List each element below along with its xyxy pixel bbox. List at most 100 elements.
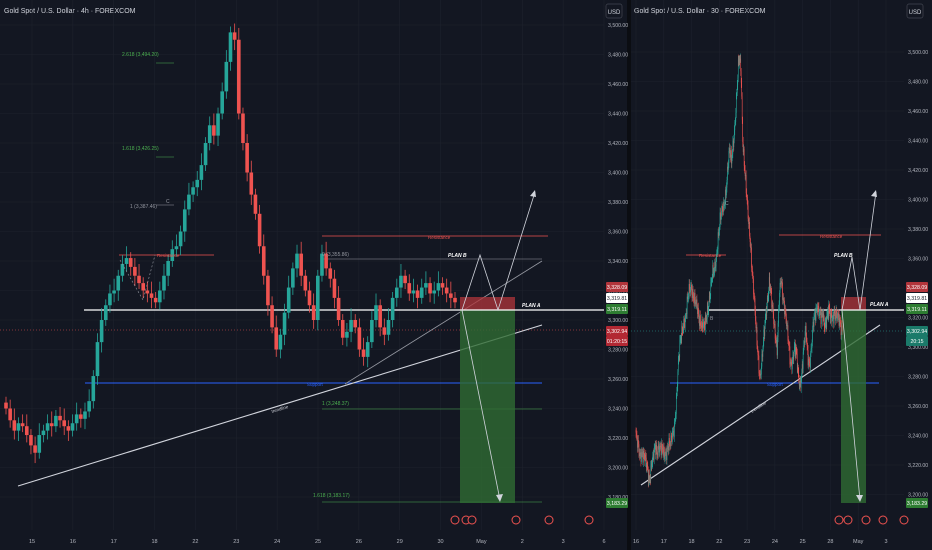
candle-body [721,205,723,211]
candle-body [824,318,825,327]
candle-body [794,343,796,348]
right-event-icons[interactable] [834,515,909,525]
candle-body [781,280,782,284]
candle-body [357,327,362,350]
candle-body [675,417,676,422]
candle-body [761,354,763,367]
flag-icon-right-b[interactable] [861,515,871,525]
candle-body [825,320,827,323]
candle-body [636,432,637,436]
left-chart-panel[interactable]: Gold Spot / U.S. Dollar · 4h · FOREXCOM … [0,0,628,545]
candle-body [328,268,333,279]
x-tick-label: 3 [884,539,887,545]
left-arrow-up-icon [530,190,536,197]
candle-body [717,232,719,250]
flag-icon-right-a[interactable] [843,515,853,525]
left-price-tags: 3,328.09 3,319.81 3,319.11 3,302.94 01:20:15… [606,282,628,508]
candle-body [793,354,795,360]
flag-icon-e[interactable] [584,515,594,525]
candle-body [124,258,129,264]
left-x-axis: 15 16 17 18 22 23 24 25 26 29 30 May 2 3 6 [29,539,606,545]
candle-body [699,318,700,326]
candle-body [650,465,652,481]
left-event-icons[interactable] [450,515,594,525]
candle-body [699,315,701,326]
candle-body [676,386,678,392]
lightning-icon[interactable] [450,515,460,525]
candle-body [662,447,663,450]
candle-body [830,312,832,315]
price-tag-label: 3,302.94 [607,329,627,335]
candle-body [453,297,457,303]
candle-body [735,95,737,113]
candle-body [203,143,208,166]
candle-body [660,446,662,456]
candle-body [719,227,720,231]
candle-body [803,345,804,353]
right-chart-panel[interactable]: Gold Spot / U.S. Dollar · 30 · FOREXCOM … [631,0,928,545]
candle-body [661,443,662,456]
left-candles [4,23,457,464]
lightning-icon-right[interactable] [834,515,844,525]
candle-body [675,414,677,418]
candle-body [835,314,836,321]
candle-body [834,313,836,315]
candle-body [823,313,825,319]
flag-icon-right-c[interactable] [878,515,888,525]
candle-body [786,318,787,326]
flag-icon-d[interactable] [544,515,554,525]
candle-body [784,300,785,315]
y-tick-label: 3,300.00 [608,318,628,324]
candle-body [695,301,696,305]
candle-body [812,330,813,343]
right-stop-zone [841,297,866,310]
candle-body [818,307,820,316]
candle-body [216,113,220,136]
candle-body [712,264,713,279]
candle-body [237,39,241,114]
candle-body [722,211,724,213]
right-currency-box[interactable] [906,3,924,19]
left-currency-label: USD [608,10,621,16]
candle-body [792,361,793,370]
candle-body [808,359,809,366]
candle-body [747,199,748,206]
candle-body [724,204,725,207]
candle-body [812,321,814,331]
candle-body [274,327,279,350]
flag-icon-right-d[interactable] [899,515,909,525]
candle-body [783,298,784,301]
y-tick-label: 3,200.00 [608,466,628,472]
price-tag-label: 3,183.29 [607,501,627,507]
left-label-plan-b: PLAN B [448,253,467,259]
candle-body [316,275,320,320]
price-tag-label: 3,328.09 [907,285,927,291]
candle-body [669,443,671,446]
candle-body [756,327,758,346]
y-tick-label: 3,500.00 [608,23,628,29]
y-tick-label: 3,400.00 [908,198,928,204]
flag-icon-c[interactable] [511,515,521,525]
right-arrow-up-icon [871,190,877,197]
candle-body [827,310,829,314]
candle-body [735,112,737,122]
flag-icon-b[interactable] [467,515,477,525]
candle-body [270,305,274,328]
candle-body [772,306,774,314]
candle-body [688,283,690,296]
candle-body [719,212,721,228]
candle-body [764,324,766,336]
candle-body [745,175,747,194]
candle-body [815,308,817,321]
candle-body [644,457,646,462]
left-currency-box[interactable] [605,3,623,19]
candle-body [639,453,641,457]
candle-body [663,446,665,453]
candle-body [749,222,750,237]
y-tick-label: 3,240.00 [608,407,628,413]
candle-body [758,355,760,374]
candle-body [809,361,810,363]
price-tag-label: 20:15 [911,339,924,345]
candle-body [647,469,649,483]
